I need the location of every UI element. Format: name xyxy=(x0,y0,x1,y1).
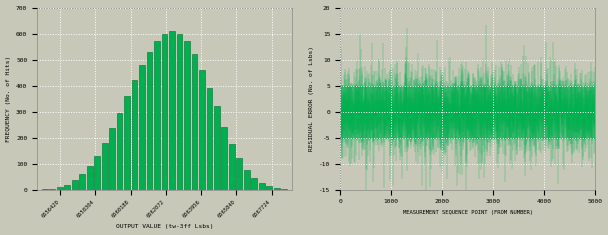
Bar xyxy=(64,185,70,190)
Bar xyxy=(86,166,92,190)
Bar xyxy=(94,156,100,190)
Bar xyxy=(207,88,212,190)
Bar xyxy=(214,106,220,190)
Bar xyxy=(184,41,190,190)
Bar xyxy=(41,189,47,190)
Bar xyxy=(72,180,78,190)
Bar xyxy=(274,188,280,190)
Bar xyxy=(131,80,137,190)
Bar xyxy=(162,34,167,190)
Bar xyxy=(154,41,160,190)
Bar xyxy=(259,183,265,190)
Bar xyxy=(109,129,115,190)
Bar xyxy=(176,34,182,190)
Bar xyxy=(252,178,257,190)
X-axis label: MEASUREMENT SEQUENCE POINT (FROM NUMBER): MEASUREMENT SEQUENCE POINT (FROM NUMBER) xyxy=(402,210,533,215)
X-axis label: OUTPUT VALUE (tw-3ff Lsbs): OUTPUT VALUE (tw-3ff Lsbs) xyxy=(116,224,213,229)
Bar xyxy=(117,113,122,190)
Bar xyxy=(266,186,272,190)
Bar xyxy=(199,70,205,190)
Bar xyxy=(57,188,63,190)
Bar xyxy=(244,170,250,190)
Bar xyxy=(139,65,145,190)
Bar xyxy=(102,143,108,190)
Bar xyxy=(340,86,595,137)
Bar xyxy=(282,189,288,190)
Bar xyxy=(124,96,130,190)
Bar xyxy=(147,52,153,190)
Bar xyxy=(49,189,55,190)
Bar xyxy=(237,158,243,190)
Bar xyxy=(79,174,85,190)
Bar xyxy=(221,127,227,190)
Bar xyxy=(192,54,198,190)
Bar xyxy=(229,144,235,190)
Y-axis label: FREQUENCY (No. of Hits): FREQUENCY (No. of Hits) xyxy=(5,55,10,142)
Y-axis label: RESIDUAL ERROR (No. of Lsbs): RESIDUAL ERROR (No. of Lsbs) xyxy=(309,46,314,151)
Bar xyxy=(169,31,175,190)
